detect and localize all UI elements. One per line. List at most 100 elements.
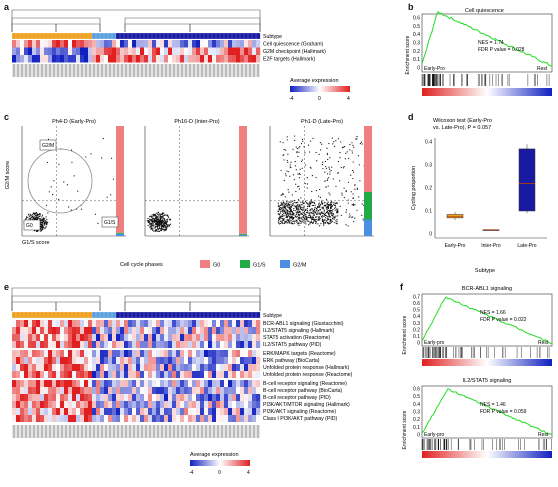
- column-label-glyph: [112, 425, 116, 438]
- heatmap-cell: [128, 55, 133, 63]
- subtype-cell: [95, 311, 101, 319]
- heatmap-cell: [16, 47, 21, 55]
- heatmap-cell: [76, 401, 81, 408]
- heatmap-cell: [24, 380, 29, 387]
- heatmap-cell: [92, 334, 97, 341]
- heatmap-cell: [180, 55, 185, 63]
- heatmap-cell: [168, 341, 173, 348]
- heatmap-cell: [32, 401, 37, 408]
- phase-proportion-bar: [116, 126, 124, 233]
- heatmap-cell: [100, 401, 105, 408]
- row-label: ERK/MAPK targets (Reactome): [263, 351, 336, 357]
- heatmap-cell: [88, 327, 93, 334]
- heatmap-cell: [232, 55, 237, 63]
- legend-title: Average expression: [290, 78, 339, 84]
- subtype-cell: [243, 311, 249, 319]
- heatmap-cell: [200, 350, 205, 357]
- subtype-cell: [151, 311, 157, 319]
- heatmap-cell: [224, 401, 229, 408]
- subtype-cell: [127, 32, 133, 40]
- column-label-glyph: [164, 64, 168, 77]
- subtype-cell: [219, 32, 225, 40]
- heatmap-cell: [24, 47, 29, 55]
- heatmap-cell: [236, 357, 241, 364]
- heatmap-cell: [100, 394, 105, 401]
- heatmap-cell: [96, 387, 101, 394]
- heatmap-cell: [96, 350, 101, 357]
- heatmap-cell: [172, 341, 177, 348]
- subtype-cell: [119, 32, 125, 40]
- heatmap-cell: [232, 341, 237, 348]
- heatmap-cell: [60, 55, 65, 63]
- d-boxes: Early-Pro Inter-Pro Late-Pro: [445, 144, 537, 249]
- heatmap-cell: [64, 334, 69, 341]
- heatmap-cell: [44, 320, 49, 327]
- subtype-cell: [35, 311, 41, 319]
- heatmap-cell: [28, 350, 33, 357]
- heatmap-cell: [148, 394, 153, 401]
- heatmap-cell: [36, 401, 41, 408]
- heatmap-cell: [128, 380, 133, 387]
- heatmap-cell: [28, 364, 33, 371]
- heatmap-cell: [40, 380, 45, 387]
- heatmap-cell: [84, 380, 89, 387]
- heatmap-cell: [24, 364, 29, 371]
- heatmap-cell: [208, 327, 213, 334]
- heatmap-cell: [36, 364, 41, 371]
- heatmap-cell: [40, 341, 45, 348]
- subtype-cell: [111, 311, 117, 319]
- heatmap-cell: [232, 357, 237, 364]
- subtype-cell: [99, 32, 105, 40]
- subtype-cell: [219, 311, 225, 319]
- subtype-cell: [31, 311, 37, 319]
- heatmap-cell: [144, 380, 149, 387]
- heatmap-cell: [184, 364, 189, 371]
- heatmap-cell: [92, 357, 97, 364]
- heatmap-cell: [116, 47, 121, 55]
- heatmap-cell: [104, 387, 109, 394]
- subtype-cell: [51, 311, 57, 319]
- column-label-glyph: [40, 425, 44, 438]
- subtype-cell: [223, 32, 229, 40]
- heatmap-cell: [232, 380, 237, 387]
- subtype-cell: [47, 32, 53, 40]
- subtype-cell: [123, 32, 129, 40]
- heatmap-cell: [148, 408, 153, 415]
- heatmap-cell: [112, 320, 117, 327]
- y-tick-label: 0.7: [413, 295, 420, 301]
- column-label-glyph: [88, 425, 92, 438]
- heatmap-cell: [128, 394, 133, 401]
- heatmap-cell: [200, 55, 205, 63]
- column-label-glyph: [208, 64, 212, 77]
- heatmap-cell: [76, 334, 81, 341]
- heatmap-cell: [56, 401, 61, 408]
- heatmap-cell: [240, 350, 245, 357]
- y-tick-label: 0.4: [413, 32, 420, 38]
- subtype-cell: [179, 311, 185, 319]
- heatmap-cell: [12, 334, 17, 341]
- heatmap-cell: [196, 401, 201, 408]
- heatmap-cell: [72, 357, 77, 364]
- heatmap-cell: [36, 387, 41, 394]
- heatmap-cell: [40, 334, 45, 341]
- heatmap-cell: [200, 341, 205, 348]
- heatmap-cell: [108, 350, 113, 357]
- heatmap-cell: [240, 341, 245, 348]
- heatmap-cell: [164, 380, 169, 387]
- heatmap-cell: [136, 371, 141, 378]
- heatmap-cell: [224, 40, 229, 48]
- heatmap-cell: [196, 415, 201, 422]
- heatmap-cell: [116, 341, 121, 348]
- subtype-cell: [59, 32, 65, 40]
- heatmap-cell: [40, 320, 45, 327]
- right-label: Rest: [538, 432, 549, 438]
- heatmap-cell: [200, 371, 205, 378]
- column-label-glyph: [68, 425, 72, 438]
- heatmap-cell: [244, 387, 249, 394]
- subtype-cell: [19, 32, 25, 40]
- subtype-cell: [63, 311, 69, 319]
- row-label: Unfolded protein response (Hallmark): [263, 365, 349, 371]
- y-tick-label: 0.3: [425, 163, 432, 169]
- heatmap-cell: [164, 334, 169, 341]
- heatmap-cell: [244, 371, 249, 378]
